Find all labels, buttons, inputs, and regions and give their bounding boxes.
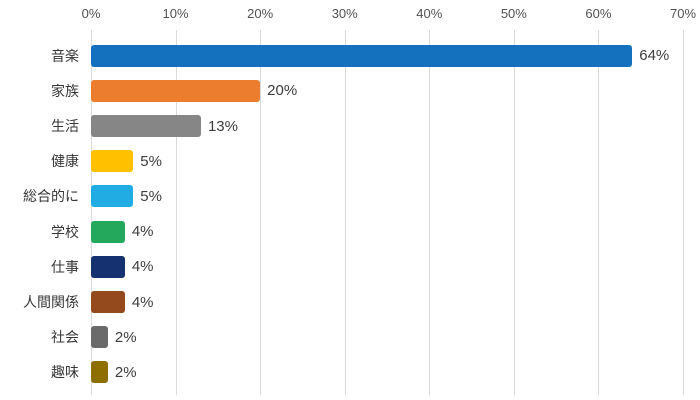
- bar-track: 5%: [91, 150, 683, 173]
- category-label: 音楽: [51, 47, 79, 64]
- bar-track: 4%: [91, 291, 683, 314]
- bar-row: 家族 20%: [0, 73, 683, 108]
- x-axis-tick-label: 50%: [500, 6, 527, 21]
- x-axis-tick-label: 40%: [416, 6, 443, 21]
- category-label: 生活: [51, 118, 79, 134]
- bar: [91, 291, 125, 314]
- x-axis: 0% 10% 20% 30% 40% 50% 60% 70%: [82, 5, 696, 22]
- x-axis-tick-label: 10%: [162, 6, 189, 21]
- bar: [91, 185, 134, 208]
- category-label: 社会: [51, 329, 79, 346]
- bar-row: 人間関係 4%: [0, 284, 683, 319]
- gridline: [175, 30, 177, 395]
- value-label: 13%: [207, 117, 238, 135]
- bar-row: 仕事 4%: [0, 249, 683, 284]
- value-label: 64%: [639, 47, 670, 65]
- bar-track: 20%: [91, 79, 683, 102]
- bar: [91, 220, 125, 243]
- bar: [91, 150, 134, 173]
- bar-row: 生活 13%: [0, 108, 683, 143]
- category-label: 学校: [51, 223, 79, 240]
- bar-row: 社会 2%: [0, 320, 683, 355]
- value-label: 2%: [114, 328, 137, 346]
- gridline: [91, 30, 92, 395]
- category-label: 人間関係: [23, 294, 79, 311]
- value-label: 4%: [131, 293, 154, 311]
- value-label: 2%: [114, 363, 137, 381]
- value-label: 5%: [140, 152, 162, 170]
- category-label: 健康: [51, 153, 79, 170]
- gridline: [598, 30, 600, 395]
- x-axis-tick-label: 0%: [81, 6, 101, 21]
- x-axis-tick-label: 70%: [669, 6, 697, 21]
- bar: [91, 44, 633, 67]
- category-label: 家族: [51, 82, 79, 99]
- gridline: [344, 30, 346, 395]
- value-label: 5%: [140, 187, 162, 205]
- bar: [91, 115, 201, 137]
- category-label: 総合的に: [23, 188, 79, 205]
- value-label: 4%: [131, 223, 154, 241]
- bar-row: 音楽 64%: [0, 38, 683, 73]
- x-axis-tick-label: 20%: [247, 6, 274, 21]
- gridline: [260, 30, 262, 395]
- x-axis-tick-label: 30%: [331, 6, 358, 21]
- bar-track: 5%: [91, 185, 683, 208]
- bar: [91, 326, 108, 349]
- value-label: 20%: [267, 82, 298, 100]
- bar: [91, 255, 125, 278]
- gridlines: [91, 30, 684, 395]
- bar-track: 4%: [91, 220, 683, 243]
- bar-row: 学校 4%: [0, 214, 683, 249]
- bar-track: 2%: [91, 326, 683, 349]
- category-label: 仕事: [51, 258, 79, 275]
- gridline: [429, 30, 431, 395]
- category-label: 趣味: [51, 364, 79, 381]
- x-axis-tick-label: 60%: [585, 6, 612, 21]
- bar-rows: 音楽 64% 家族 20% 生活 13% 健康 5% 総合的に 5%: [0, 38, 683, 390]
- bar: [91, 79, 261, 102]
- gridline: [513, 30, 515, 395]
- bar-row: 趣味 2%: [0, 355, 683, 390]
- bar-track: 64%: [91, 44, 683, 67]
- bar-track: 4%: [91, 255, 683, 278]
- value-label: 4%: [131, 258, 154, 276]
- bar-track: 13%: [91, 115, 683, 137]
- bar-row: 総合的に 5%: [0, 179, 683, 214]
- gridline: [683, 30, 684, 395]
- bar-row: 健康 5%: [0, 144, 683, 179]
- bar-track: 2%: [91, 361, 683, 384]
- bar: [91, 361, 108, 384]
